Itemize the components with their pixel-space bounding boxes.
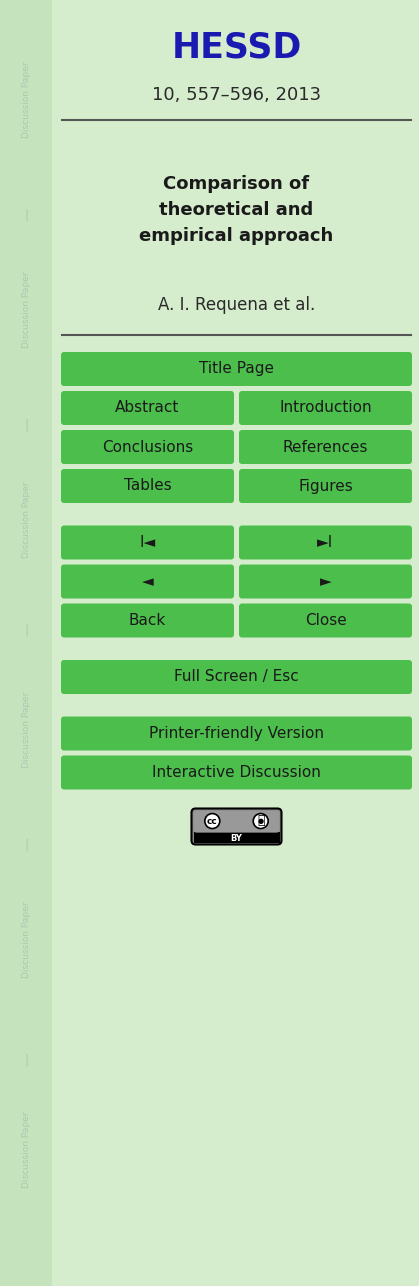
Text: |: |	[24, 418, 28, 432]
FancyBboxPatch shape	[239, 469, 412, 503]
FancyBboxPatch shape	[239, 526, 412, 559]
Circle shape	[253, 814, 268, 828]
FancyBboxPatch shape	[61, 565, 234, 598]
Text: ⦶: ⦶	[257, 814, 264, 827]
FancyBboxPatch shape	[61, 430, 234, 464]
Text: HESSD: HESSD	[171, 31, 302, 66]
Text: Discussion Paper: Discussion Paper	[21, 901, 31, 979]
Text: BY: BY	[230, 833, 243, 842]
Text: I◄: I◄	[140, 535, 155, 550]
FancyBboxPatch shape	[191, 809, 282, 845]
Text: Full Screen / Esc: Full Screen / Esc	[174, 670, 299, 684]
Text: ►I: ►I	[317, 535, 334, 550]
Bar	[194, 832, 279, 842]
FancyBboxPatch shape	[239, 603, 412, 638]
FancyBboxPatch shape	[239, 565, 412, 598]
FancyBboxPatch shape	[194, 810, 279, 832]
Text: Discussion Paper: Discussion Paper	[21, 482, 31, 558]
Text: ●: ●	[258, 818, 264, 824]
Text: Title Page: Title Page	[199, 361, 274, 377]
Text: Interactive Discussion: Interactive Discussion	[152, 765, 321, 781]
Text: Tables: Tables	[124, 478, 171, 494]
FancyBboxPatch shape	[61, 660, 412, 694]
FancyBboxPatch shape	[61, 603, 234, 638]
Text: Discussion Paper: Discussion Paper	[21, 1112, 31, 1188]
Text: Discussion Paper: Discussion Paper	[21, 692, 31, 768]
Text: |: |	[24, 624, 28, 637]
Bar	[0, 0, 52, 1286]
Text: 10, 557–596, 2013: 10, 557–596, 2013	[152, 86, 321, 104]
Circle shape	[205, 814, 220, 828]
Text: ◄: ◄	[142, 574, 153, 589]
Text: ►: ►	[320, 574, 331, 589]
Text: Close: Close	[305, 613, 347, 628]
FancyBboxPatch shape	[61, 352, 412, 386]
Text: Comparison of
theoretical and
empirical approach: Comparison of theoretical and empirical …	[140, 175, 334, 246]
Text: Discussion Paper: Discussion Paper	[21, 62, 31, 139]
FancyBboxPatch shape	[239, 430, 412, 464]
FancyBboxPatch shape	[61, 716, 412, 751]
FancyBboxPatch shape	[61, 469, 234, 503]
FancyBboxPatch shape	[61, 755, 412, 790]
Text: |: |	[24, 208, 28, 221]
Text: |: |	[24, 838, 28, 851]
Text: Figures: Figures	[298, 478, 353, 494]
Text: Discussion Paper: Discussion Paper	[21, 271, 31, 349]
Text: Back: Back	[129, 613, 166, 628]
Text: cc: cc	[207, 817, 218, 826]
Text: Conclusions: Conclusions	[102, 440, 193, 454]
FancyBboxPatch shape	[239, 391, 412, 424]
FancyBboxPatch shape	[61, 526, 234, 559]
Text: Introduction: Introduction	[279, 400, 372, 415]
Text: Abstract: Abstract	[115, 400, 180, 415]
Text: References: References	[283, 440, 368, 454]
Text: Printer-friendly Version: Printer-friendly Version	[149, 727, 324, 741]
Text: A. I. Requena et al.: A. I. Requena et al.	[158, 296, 315, 314]
FancyBboxPatch shape	[61, 391, 234, 424]
Text: |: |	[24, 1053, 28, 1066]
